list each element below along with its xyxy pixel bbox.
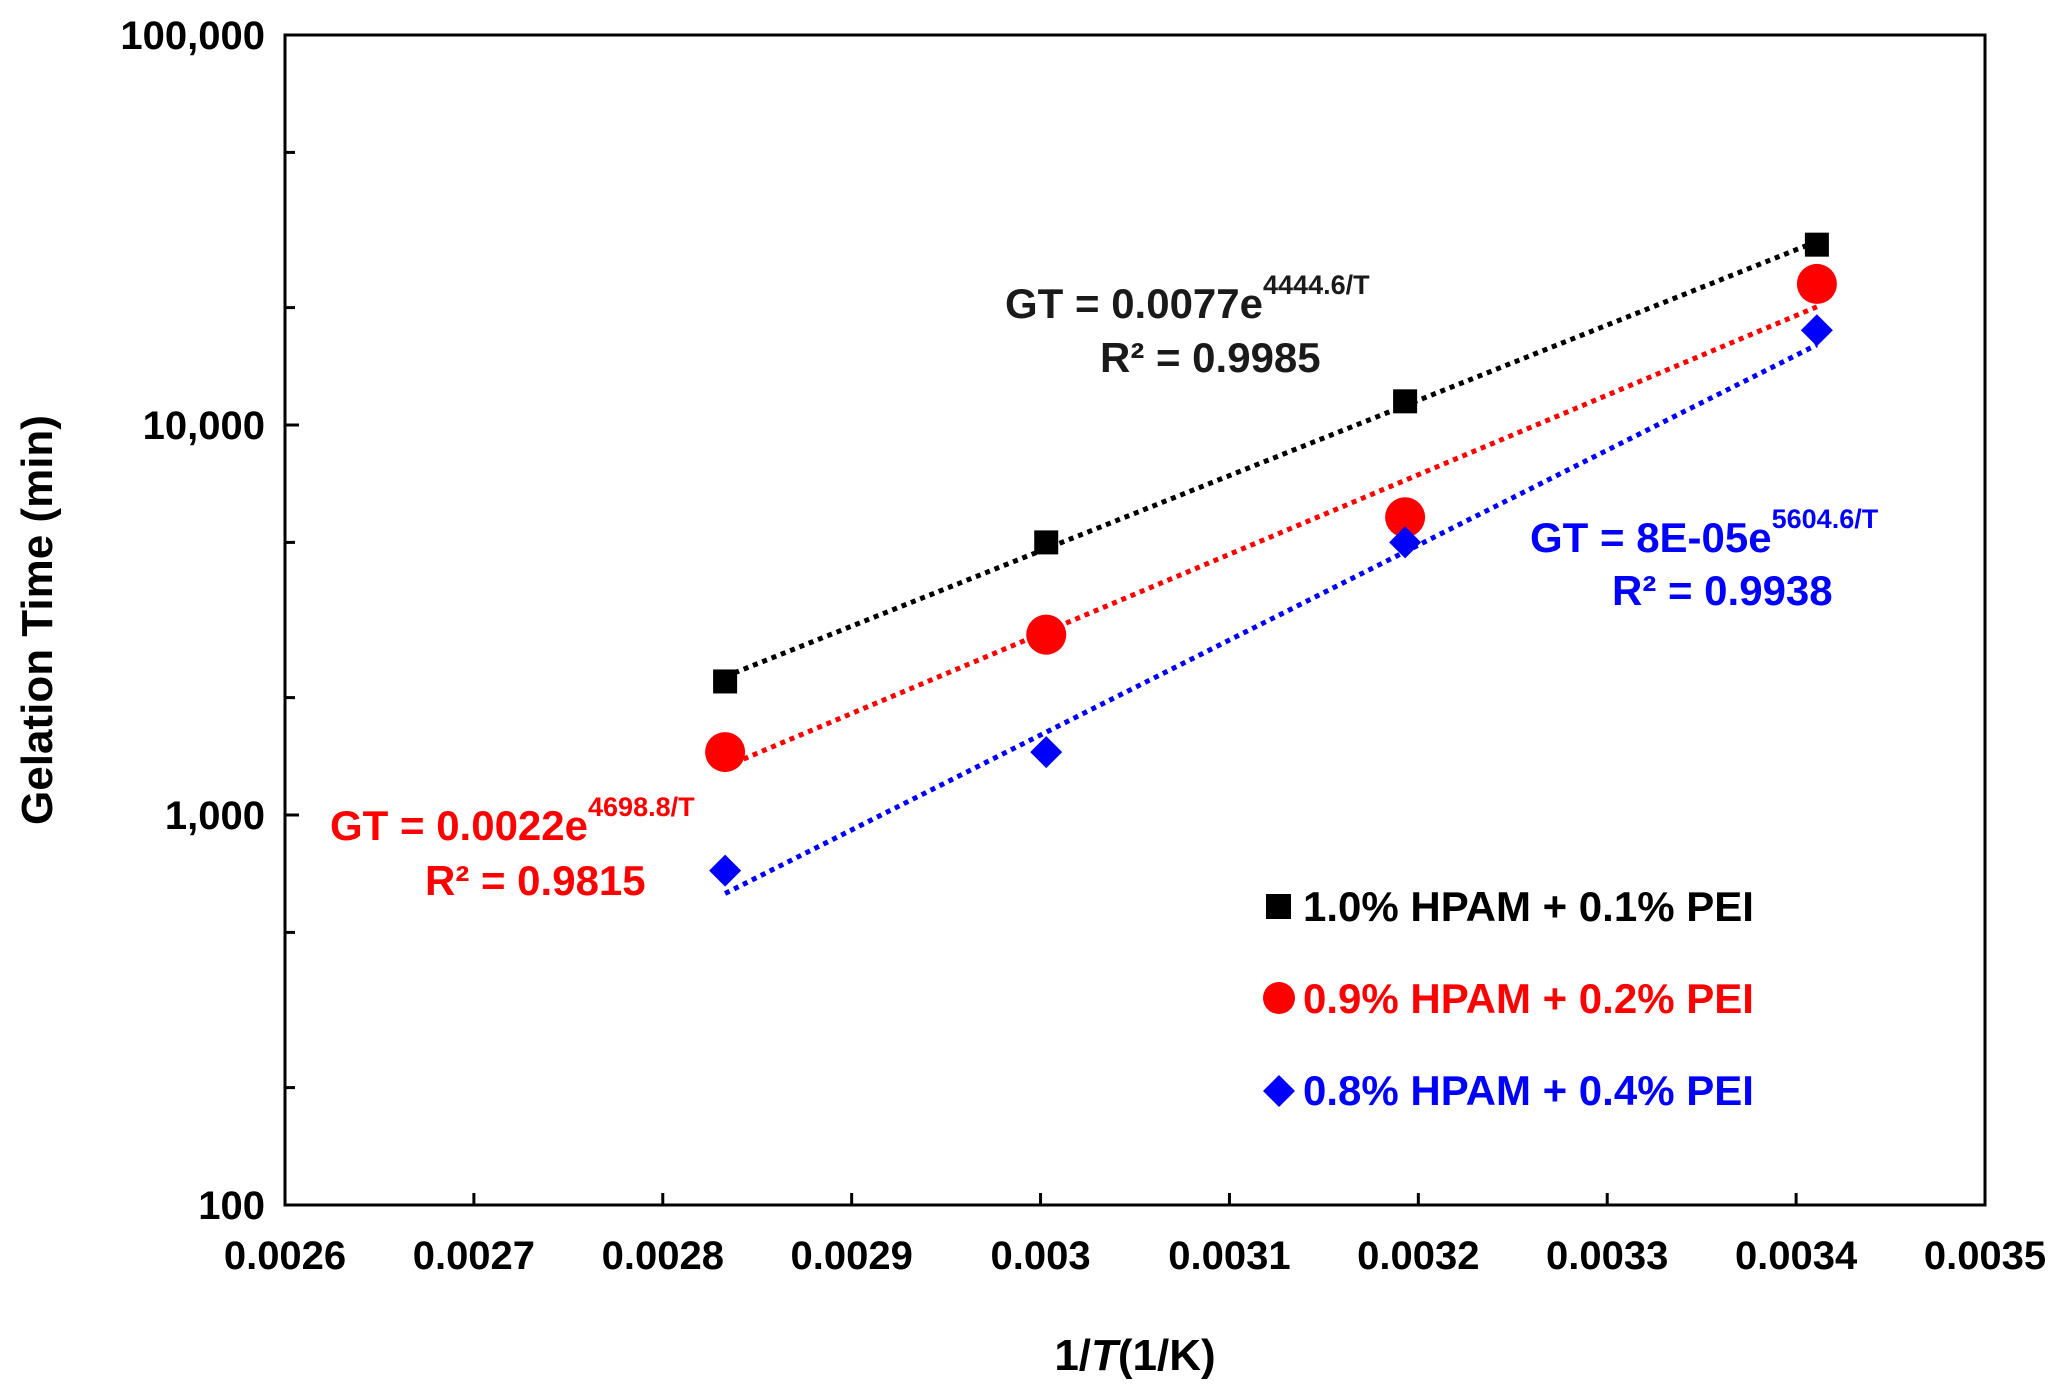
legend-diamond-marker: [1263, 1075, 1295, 1107]
axis-ticks: [285, 33, 1798, 1207]
equation-blue-text: GT = 8E-05e5604.6/T: [1530, 504, 1879, 561]
legend-label-series-3: 0.8% HPAM + 0.4% PEI: [1303, 1067, 1754, 1114]
x-tick-label: 0.0033: [1546, 1234, 1668, 1278]
plot-area: [283, 33, 1987, 1207]
equation-black-text: GT = 0.0077e4444.6/T: [1005, 270, 1370, 327]
tick-labels: 0.0026 0.0027 0.0028 0.0029 0.003 0.0031 0.003…: [120, 14, 2046, 1278]
data-markers: [705, 232, 1837, 887]
x-tick-label: 0.0035: [1924, 1234, 2046, 1278]
y-tick-label: 100,000: [120, 14, 265, 58]
y-tick-label: 10,000: [143, 404, 265, 448]
data-point-square: [1393, 389, 1418, 414]
equation-blue: GT = 8E-05e5604.6/T R² = 0.9938: [1530, 504, 1879, 614]
equation-black: GT = 0.0077e4444.6/T R² = 0.9985: [1005, 270, 1370, 381]
data-point-diamond: [709, 854, 742, 887]
legend-label-series-2: 0.9% HPAM + 0.2% PEI: [1303, 975, 1754, 1022]
trendline: [724, 304, 1818, 770]
trendline: [723, 342, 1819, 896]
legend-circle-marker: [1263, 982, 1295, 1014]
x-tick-label: 0.0026: [224, 1234, 346, 1278]
trendlines: [723, 239, 1819, 896]
data-point-circle: [1026, 614, 1067, 655]
x-tick-label: 0.0031: [1168, 1234, 1290, 1278]
y-tick-label: 100: [198, 1184, 265, 1228]
data-point-circle: [1385, 497, 1426, 538]
x-tick-label: 0.0032: [1357, 1234, 1479, 1278]
data-point-diamond: [1030, 736, 1063, 769]
y-tick-label: 1,000: [165, 794, 265, 838]
r2-blue-text: R² = 0.9938: [1612, 567, 1833, 614]
equation-red-text: GT = 0.0022e4698.8/T: [330, 792, 695, 849]
legend-square-marker: [1266, 894, 1291, 919]
data-point-square: [1804, 232, 1829, 257]
x-tick-label: 0.003: [991, 1234, 1091, 1278]
legend: 1.0% HPAM + 0.1% PEI 0.9% HPAM + 0.2% PE…: [1263, 883, 1754, 1114]
x-tick-label: 0.0034: [1735, 1234, 1858, 1278]
x-axis-title: 1/T(1/K): [1054, 1331, 1215, 1380]
data-point-square: [713, 669, 738, 694]
x-tick-label: 0.0027: [413, 1234, 535, 1278]
x-tick-label: 0.0029: [790, 1234, 912, 1278]
data-point-circle: [705, 732, 746, 773]
data-point-circle: [1796, 263, 1837, 304]
equation-red: GT = 0.0022e4698.8/T R² = 0.9815: [330, 792, 695, 904]
data-point-square: [1034, 530, 1059, 555]
r2-black-text: R² = 0.9985: [1100, 334, 1321, 381]
y-axis-title: Gelation Time (min): [13, 415, 62, 825]
data-point-diamond: [1800, 314, 1833, 347]
x-tick-label: 0.0028: [602, 1234, 724, 1278]
legend-label-series-1: 1.0% HPAM + 0.1% PEI: [1303, 883, 1754, 930]
data-point-diamond: [1389, 526, 1422, 559]
r2-red-text: R² = 0.9815: [425, 857, 646, 904]
